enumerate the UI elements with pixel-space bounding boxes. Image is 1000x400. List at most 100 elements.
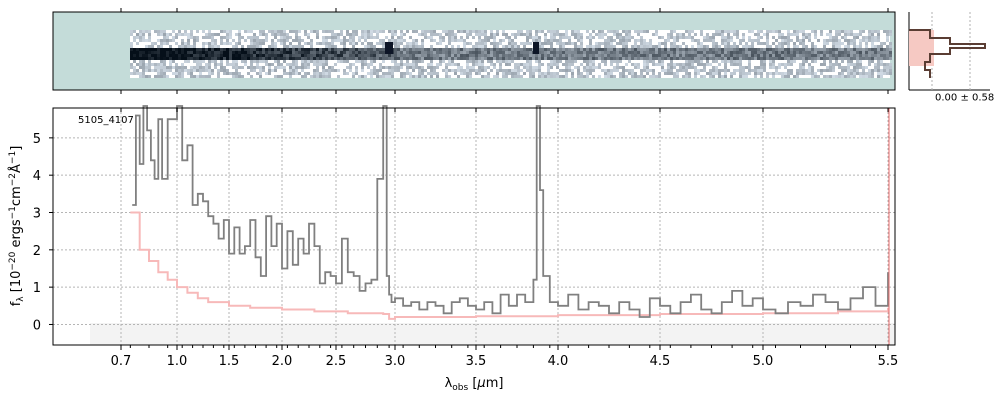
- pixel-cell: [550, 39, 553, 42]
- pixel-cell: [400, 72, 403, 75]
- pixel-cell: [532, 57, 535, 60]
- pixel-cell: [157, 30, 160, 33]
- pixel-cell: [886, 63, 889, 66]
- pixel-cell: [802, 30, 805, 33]
- pixel-cell: [727, 57, 730, 60]
- pixel-cell: [409, 75, 412, 78]
- pixel-cell: [508, 42, 511, 45]
- pixel-cell: [268, 45, 271, 48]
- x-tick-label: 5.5: [878, 354, 899, 369]
- pixel-cell: [733, 54, 736, 57]
- pixel-cell: [388, 30, 391, 33]
- pixel-cell: [391, 33, 394, 36]
- pixel-cell: [418, 72, 421, 75]
- pixel-cell: [814, 48, 817, 51]
- pixel-cell: [478, 60, 481, 63]
- pixel-cell: [220, 48, 223, 51]
- pixel-cell: [658, 57, 661, 60]
- pixel-cell: [610, 63, 613, 66]
- pixel-cell: [520, 54, 523, 57]
- pixel-cell: [577, 69, 580, 72]
- pixel-cell: [670, 30, 673, 33]
- pixel-cell: [250, 69, 253, 72]
- pixel-cell: [337, 57, 340, 60]
- pixel-cell: [772, 54, 775, 57]
- pixel-cell: [394, 45, 397, 48]
- pixel-cell: [616, 30, 619, 33]
- pixel-cell: [448, 63, 451, 66]
- pixel-cell: [202, 30, 205, 33]
- pixel-cell: [163, 63, 166, 66]
- pixel-cell: [364, 63, 367, 66]
- pixel-cell: [274, 42, 277, 45]
- pixel-cell: [199, 69, 202, 72]
- pixel-cell: [379, 57, 382, 60]
- pixel-cell: [568, 48, 571, 51]
- pixel-cell: [538, 48, 541, 51]
- pixel-cell: [535, 36, 538, 39]
- pixel-cell: [739, 57, 742, 60]
- pixel-cell: [451, 69, 454, 72]
- pixel-cell: [670, 63, 673, 66]
- pixel-cell: [727, 33, 730, 36]
- pixel-cell: [505, 60, 508, 63]
- pixel-cell: [157, 75, 160, 78]
- pixel-cell: [478, 39, 481, 42]
- pixel-cell: [160, 39, 163, 42]
- pixel-cell: [469, 42, 472, 45]
- pixel-cell: [289, 75, 292, 78]
- pixel-cell: [721, 51, 724, 54]
- pixel-cell: [364, 75, 367, 78]
- pixel-cell: [637, 66, 640, 69]
- pixel-cell: [529, 48, 532, 51]
- pixel-cell: [649, 69, 652, 72]
- pixel-cell: [871, 57, 874, 60]
- pixel-cell: [340, 33, 343, 36]
- pixel-cell: [307, 66, 310, 69]
- pixel-cell: [268, 66, 271, 69]
- pixel-cell: [871, 60, 874, 63]
- pixel-cell: [247, 36, 250, 39]
- pixel-cell: [781, 72, 784, 75]
- pixel-cell: [439, 39, 442, 42]
- pixel-cell: [130, 30, 133, 33]
- pixel-cell: [856, 66, 859, 69]
- pixel-cell: [277, 51, 280, 54]
- pixel-cell: [430, 48, 433, 51]
- pixel-cell: [868, 33, 871, 36]
- pixel-cell: [493, 36, 496, 39]
- pixel-cell: [529, 66, 532, 69]
- pixel-cell: [157, 57, 160, 60]
- pixel-cell: [847, 45, 850, 48]
- pixel-cell: [523, 33, 526, 36]
- pixel-cell: [514, 36, 517, 39]
- pixel-cell: [556, 33, 559, 36]
- pixel-cell: [742, 39, 745, 42]
- pixel-cell: [781, 48, 784, 51]
- pixel-cell: [298, 39, 301, 42]
- pixel-cell: [259, 60, 262, 63]
- pixel-cell: [619, 33, 622, 36]
- pixel-cell: [769, 57, 772, 60]
- pixel-cell: [586, 60, 589, 63]
- pixel-cell: [325, 60, 328, 63]
- pixel-cell: [466, 54, 469, 57]
- pixel-cell: [682, 36, 685, 39]
- pixel-cell: [448, 36, 451, 39]
- pixel-cell: [682, 48, 685, 51]
- pixel-cell: [766, 54, 769, 57]
- pixel-cell: [538, 66, 541, 69]
- pixel-cell: [382, 39, 385, 42]
- pixel-cell: [592, 57, 595, 60]
- pixel-cell: [322, 48, 325, 51]
- pixel-cell: [643, 66, 646, 69]
- pixel-cell: [481, 33, 484, 36]
- pixel-cell: [592, 36, 595, 39]
- pixel-cell: [226, 36, 229, 39]
- pixel-cell: [211, 42, 214, 45]
- pixel-cell: [163, 66, 166, 69]
- pixel-cell: [487, 75, 490, 78]
- pixel-cell: [322, 66, 325, 69]
- pixel-cell: [802, 51, 805, 54]
- pixel-cell: [565, 63, 568, 66]
